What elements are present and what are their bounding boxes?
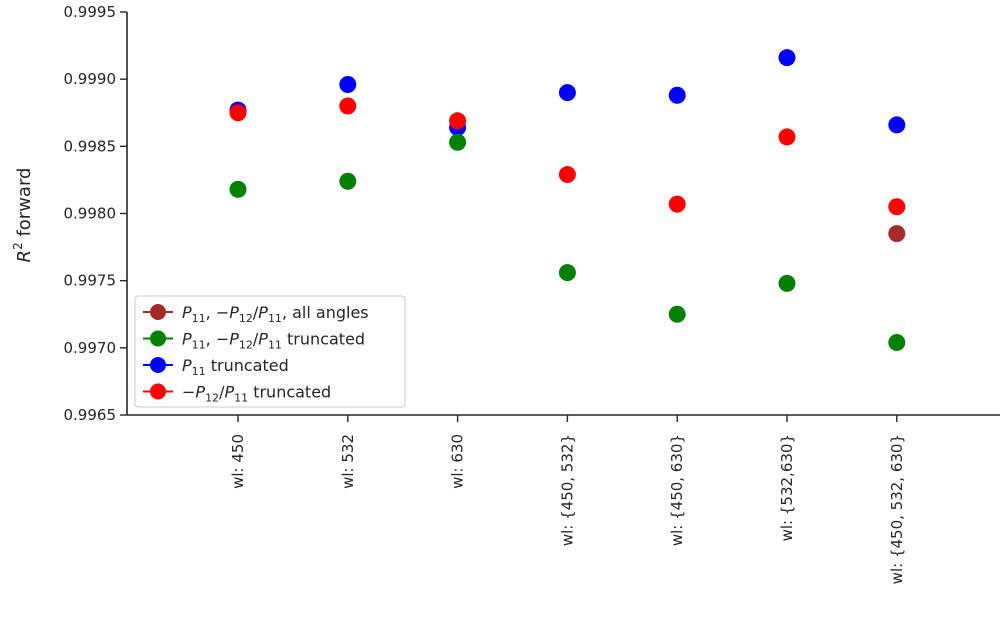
x-axis-ticks: wl: 450 wl: 532 wl: 630 wl: {450, 532} wl: {…	[229, 415, 906, 584]
data-point	[449, 112, 467, 130]
x-tick-label: wl: {450, 532}	[558, 434, 576, 546]
x-tick-label: wl: 450	[229, 434, 247, 489]
legend-frame	[134, 295, 406, 408]
data-point	[778, 49, 796, 67]
y-axis-title-r: R	[14, 250, 35, 263]
data-points	[229, 49, 906, 351]
x-tick-label: wl: {450, 630}	[668, 434, 686, 546]
y-axis-title: R2 forward	[11, 168, 35, 263]
data-point	[888, 116, 906, 134]
y-tick-label: 0.9975	[64, 272, 117, 290]
legend-marker	[150, 383, 166, 400]
legend: P11​, −P12​/P11​, all angles P11​, −P12​/…	[134, 295, 406, 408]
y-axis-title-rest: forward	[14, 168, 35, 243]
legend-label: P11​ truncated	[182, 356, 289, 378]
data-point	[888, 198, 906, 216]
legend-marker	[150, 304, 166, 320]
data-point	[778, 128, 796, 146]
x-tick-label: wl: 630	[449, 434, 467, 489]
data-point	[339, 172, 357, 190]
data-point	[449, 133, 467, 151]
data-point	[668, 305, 686, 323]
data-point	[229, 180, 247, 198]
y-tick-label: 0.9985	[64, 137, 117, 155]
legend-label: P11​, −P12​/P11​ truncated	[182, 330, 365, 352]
data-point	[778, 274, 796, 292]
legend-label: P11​, −P12​/P11​, all angles	[182, 303, 369, 325]
x-tick-label: wl: 532	[339, 434, 357, 489]
x-tick-label: wl: {532,630}	[778, 434, 796, 541]
x-tick-label: wl: {450, 532, 630}	[888, 434, 906, 584]
legend-marker	[150, 330, 166, 347]
data-point	[888, 333, 906, 351]
data-point	[888, 225, 906, 243]
y-tick-label: 0.9990	[64, 70, 117, 88]
y-tick-label: 0.9970	[64, 339, 117, 357]
data-point	[668, 86, 686, 104]
legend-label: −P12​/P11​ truncated	[182, 383, 331, 405]
data-point	[558, 166, 576, 184]
data-point	[558, 84, 576, 102]
data-point	[229, 104, 247, 122]
data-point	[339, 76, 357, 94]
y-tick-label: 0.9980	[64, 205, 117, 223]
data-point	[558, 264, 576, 282]
data-point	[339, 97, 357, 115]
legend-marker	[150, 357, 166, 373]
y-tick-label: 0.9965	[64, 406, 117, 424]
y-tick-label: 0.9995	[64, 3, 117, 21]
y-axis-ticks: 0.9965 0.9970 0.9975 0.9980 0.9985 0.9990 0.99…	[64, 3, 127, 424]
data-point	[668, 195, 686, 213]
y-axis-title-sup: 2	[11, 242, 25, 250]
